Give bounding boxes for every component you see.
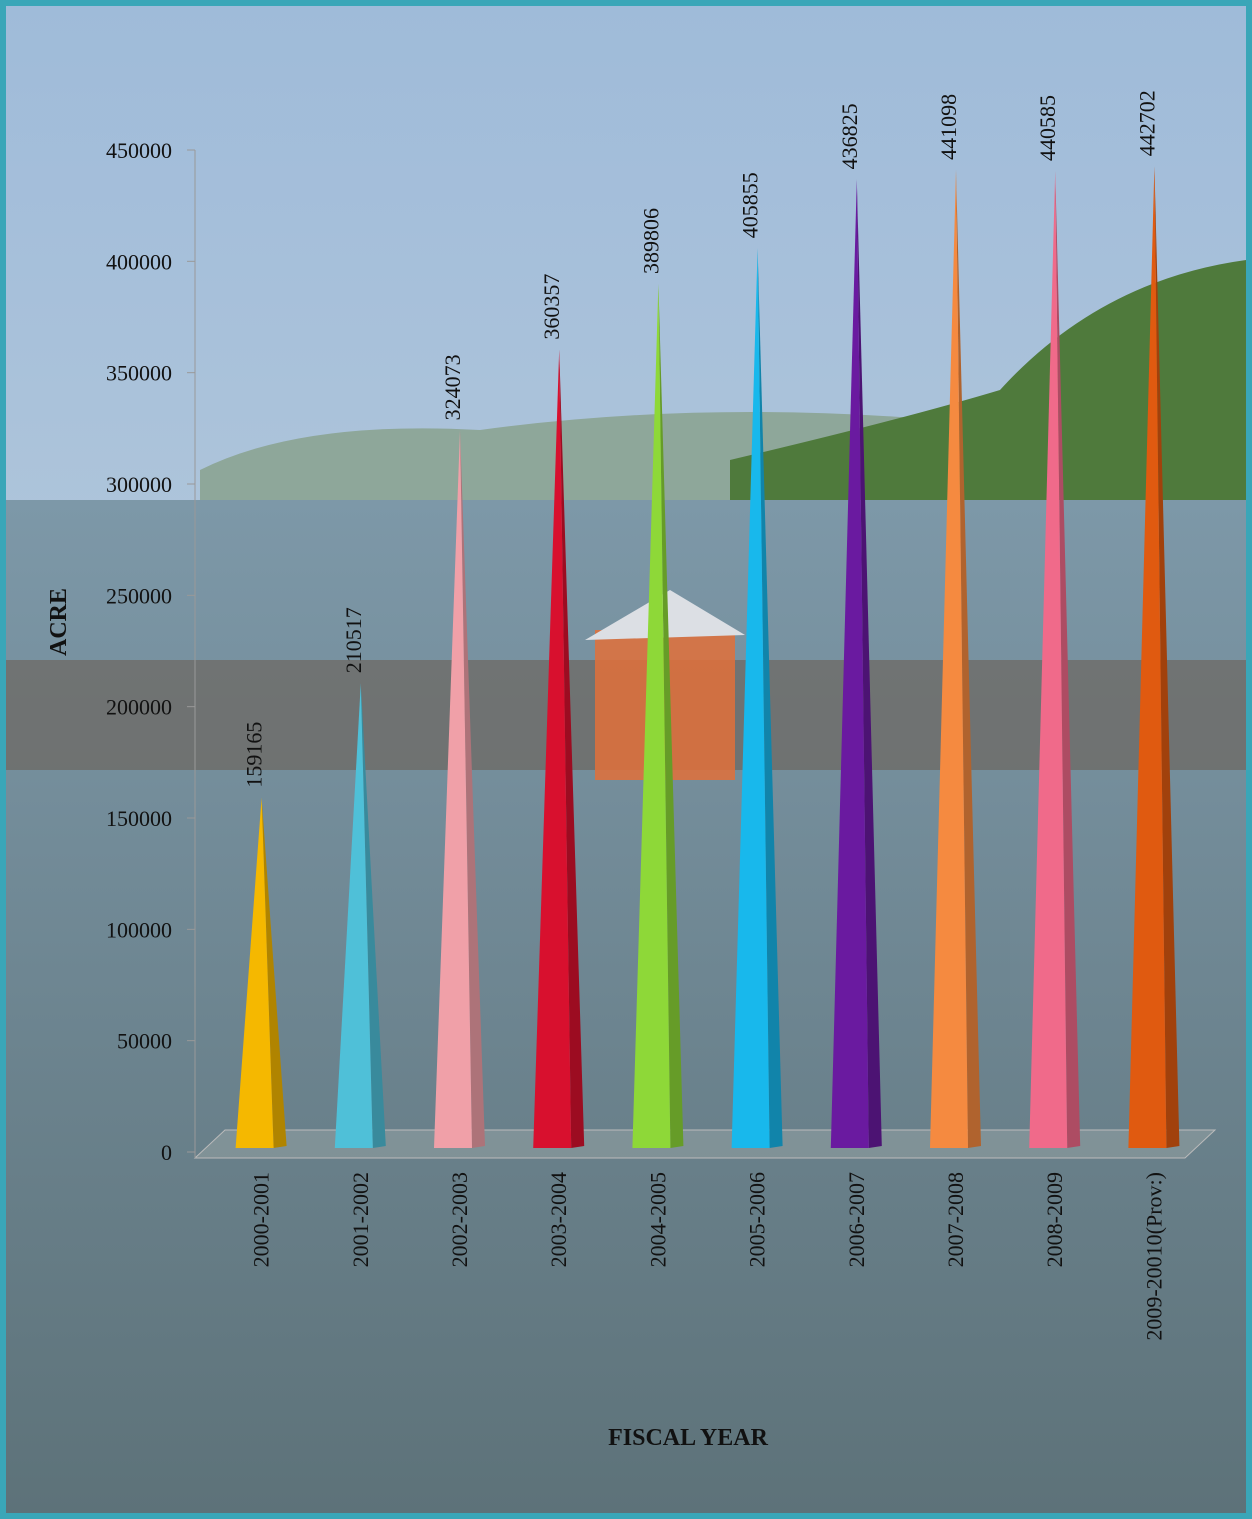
pyramid-side xyxy=(956,169,981,1149)
x-tick-label: 2007-2008 xyxy=(943,1172,968,1267)
x-tick-label: 2003-2004 xyxy=(546,1172,571,1267)
value-label: 440585 xyxy=(1035,95,1060,161)
pyramid-front xyxy=(434,430,472,1148)
pyramid-side xyxy=(460,430,485,1148)
pyramid-side xyxy=(1154,166,1180,1148)
x-tick-label: 2004-2005 xyxy=(645,1172,670,1267)
y-tick-label: 0 xyxy=(161,1140,172,1165)
pyramid-side xyxy=(856,179,882,1149)
pyramid-front xyxy=(830,179,869,1149)
y-tick-label: 100000 xyxy=(106,917,172,942)
value-label: 389806 xyxy=(638,208,663,274)
x-tick-label: 2000-2001 xyxy=(249,1172,274,1267)
value-label: 405855 xyxy=(738,172,763,238)
y-tick-label: 450000 xyxy=(106,138,172,163)
pyramid-front xyxy=(334,683,373,1148)
x-tick-label: 2002-2003 xyxy=(447,1172,472,1267)
value-label: 442702 xyxy=(1134,90,1159,156)
value-label: 210517 xyxy=(341,607,366,673)
pyramid-side xyxy=(757,248,783,1148)
value-label: 159165 xyxy=(242,722,267,788)
pyramid-side xyxy=(559,349,585,1148)
y-tick-label: 250000 xyxy=(106,583,172,608)
x-tick-label: 2006-2007 xyxy=(844,1172,869,1267)
plot: 0 50000 100000 150000 200000 250000 300000 3500… xyxy=(106,90,1217,1341)
y-tick-label: 400000 xyxy=(106,249,172,274)
x-axis-label: FISCAL YEAR xyxy=(608,1425,768,1451)
value-label: 441098 xyxy=(936,94,961,160)
pyramid-front xyxy=(1029,170,1068,1149)
pyramid-front xyxy=(1128,166,1167,1148)
y-tick-label: 150000 xyxy=(106,806,172,831)
pyramid-side xyxy=(261,797,287,1148)
value-label: 360357 xyxy=(539,274,564,340)
value-label: 324073 xyxy=(440,354,465,420)
x-tick-label: 2001-2002 xyxy=(348,1172,373,1267)
pyramid-side xyxy=(360,683,386,1148)
x-tick-label: 2009-20010(Prov:) xyxy=(1141,1172,1166,1341)
pyramid-side xyxy=(658,284,684,1148)
x-tick-label: 2008-2009 xyxy=(1042,1172,1067,1267)
x-tick-label: 2005-2006 xyxy=(745,1172,770,1267)
y-tick-label: 50000 xyxy=(117,1029,172,1054)
y-tick-label: 300000 xyxy=(106,472,172,497)
pyramid-front xyxy=(930,169,968,1149)
y-tick-label: 200000 xyxy=(106,695,172,720)
y-axis-label: ACRE xyxy=(46,588,72,656)
pyramid-front xyxy=(235,797,274,1148)
pyramid-front xyxy=(632,284,671,1148)
pyramid-front xyxy=(731,248,770,1148)
y-tick-label: 350000 xyxy=(106,361,172,386)
pyramid-front xyxy=(533,349,572,1148)
pyramid-side xyxy=(1055,170,1081,1149)
value-label: 436825 xyxy=(837,103,862,169)
